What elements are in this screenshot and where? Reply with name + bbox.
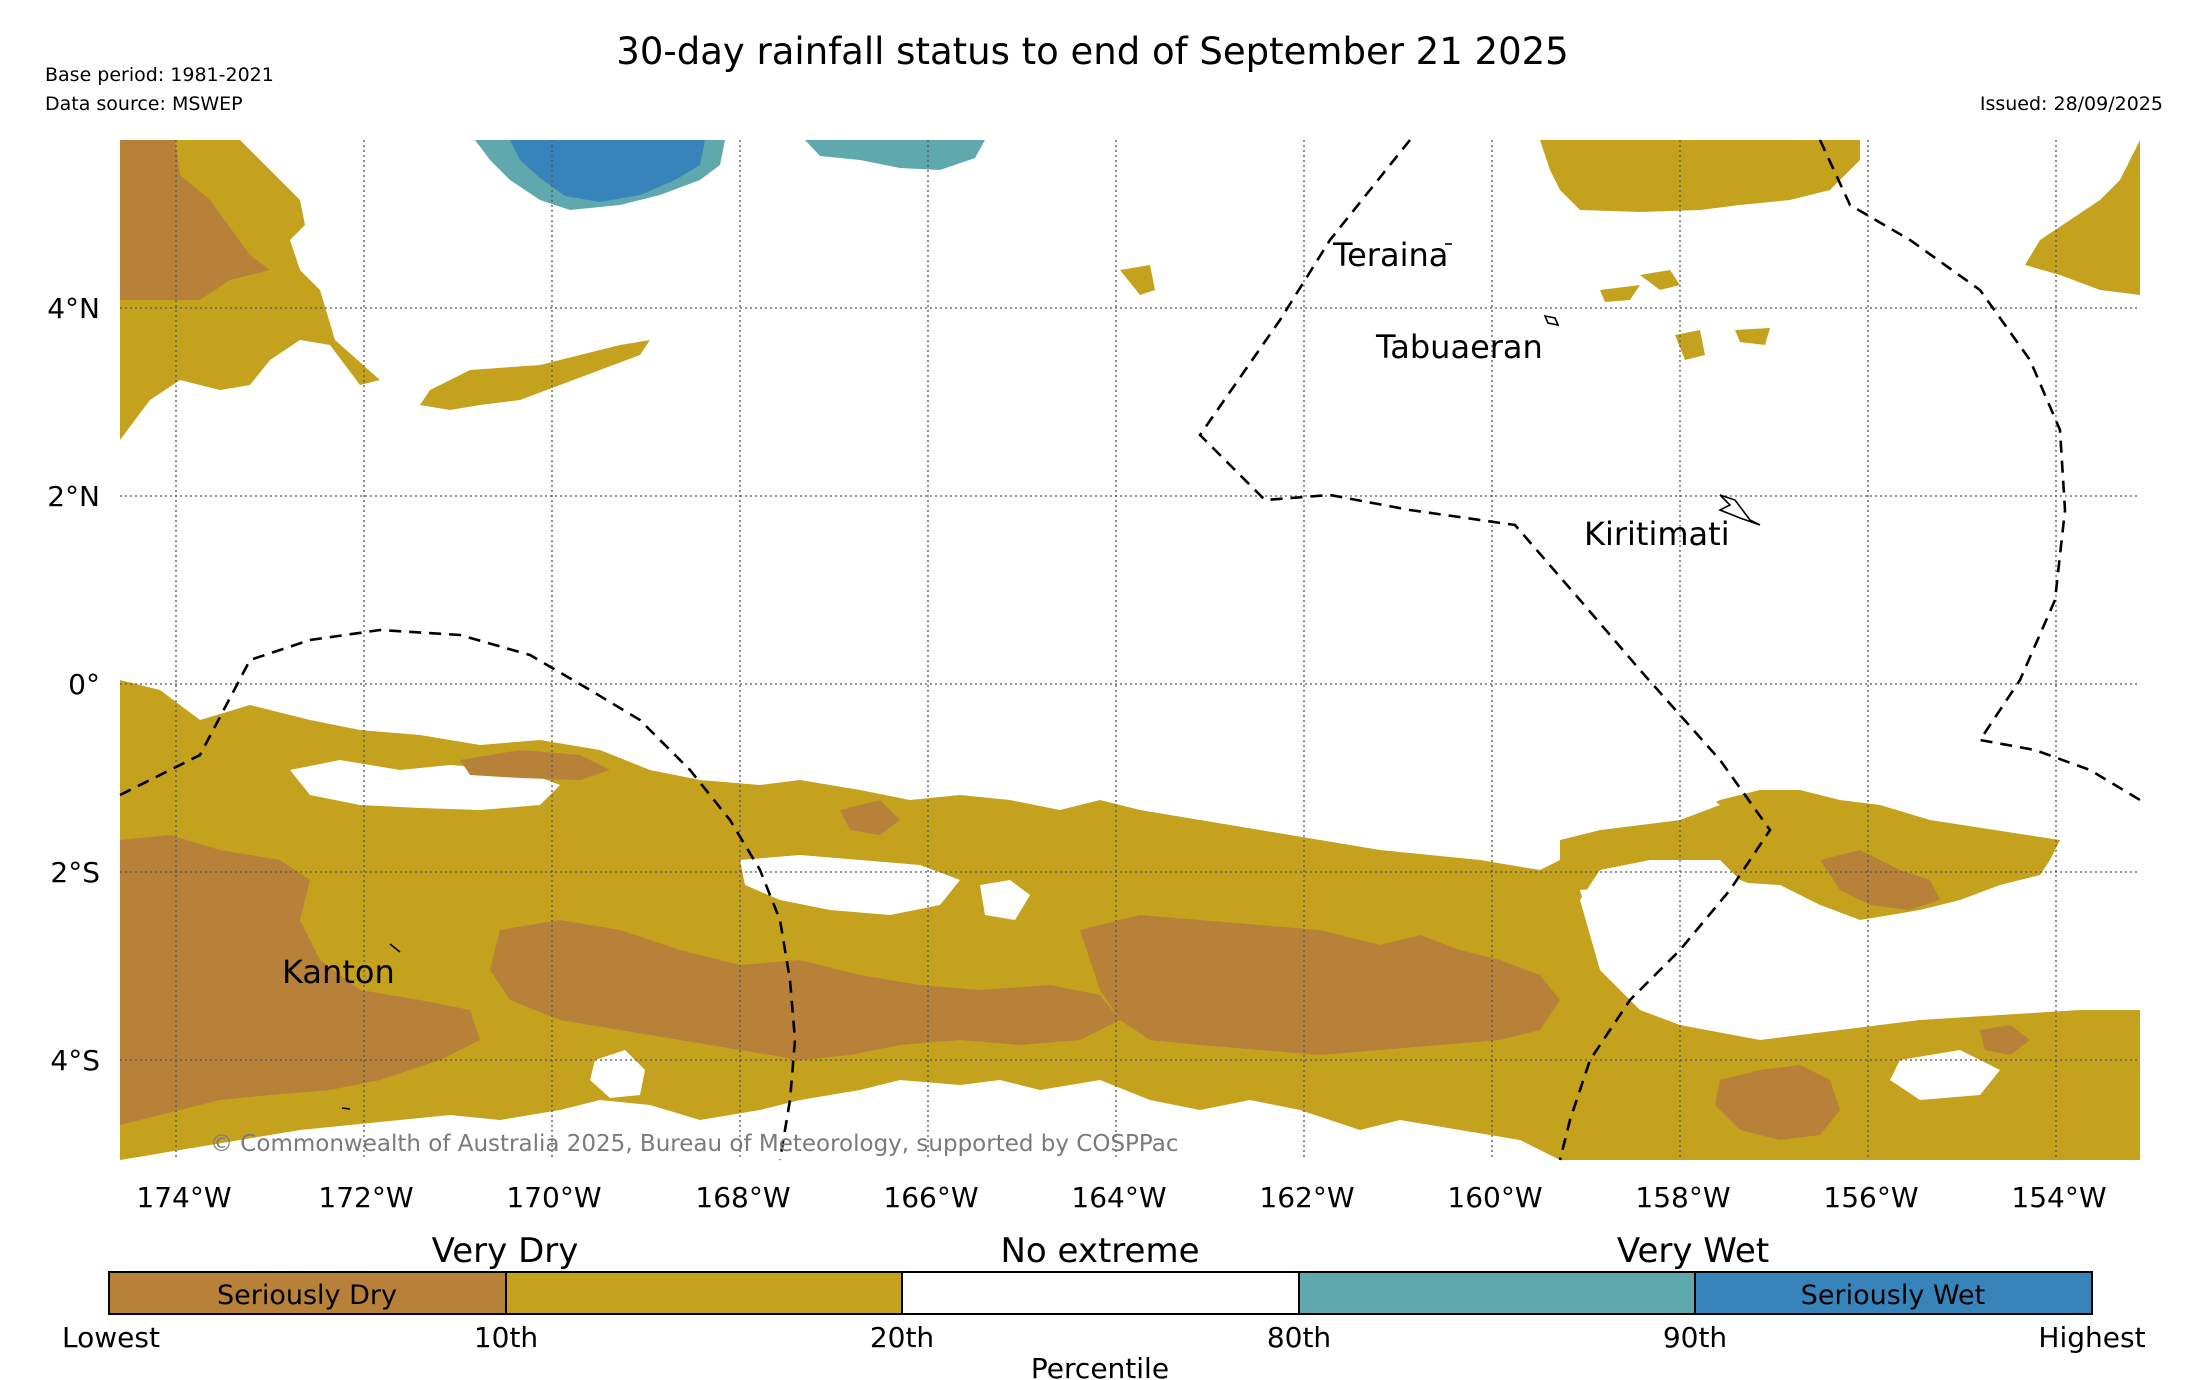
legend-swatch-seriously-dry xyxy=(109,1272,506,1314)
kiritimati-island-outline xyxy=(1718,494,1761,526)
severe-dry-mid-1 xyxy=(490,920,1120,1060)
legend-label-seriously-wet: Seriously Wet xyxy=(1801,1280,1985,1311)
lon-label: 174°W xyxy=(136,1181,231,1214)
legend-label-seriously-dry: Seriously Dry xyxy=(217,1280,397,1311)
lat-label: 0° xyxy=(68,668,100,701)
lon-label: 162°W xyxy=(1259,1181,1354,1214)
eastern-eez xyxy=(1818,139,2141,802)
legend-tick: 90th xyxy=(1663,1321,1727,1354)
no-extreme-hole-3 xyxy=(980,880,1030,920)
dry-small-5 xyxy=(1600,285,1640,302)
data-source-note: Data source: MSWEP xyxy=(45,93,243,115)
dry-small-1 xyxy=(1640,270,1680,290)
lon-label: 160°W xyxy=(1447,1181,1542,1214)
no-extreme-hole-7 xyxy=(1890,1050,2000,1100)
legend-title-very-dry: Very Dry xyxy=(432,1231,579,1271)
lon-label: 158°W xyxy=(1635,1181,1730,1214)
legend-swatch-no-extreme xyxy=(902,1272,1299,1314)
severe-dry-east-1 xyxy=(1820,850,1940,910)
map-title: 30-day rainfall status to end of Septemb… xyxy=(616,30,1569,73)
small-island-outline xyxy=(341,1107,351,1110)
islands xyxy=(341,243,1761,1110)
severe-dry-mid-3 xyxy=(460,750,610,780)
lon-label: 164°W xyxy=(1071,1181,1166,1214)
longitude-labels: 174°W 172°W 170°W 168°W 166°W 164°W 162°… xyxy=(136,1181,2106,1214)
wet-patch-east xyxy=(805,140,985,170)
copyright-notice: © Commonwealth of Australia 2025, Bureau… xyxy=(210,1131,1179,1157)
dry-small-4 xyxy=(1735,328,1770,345)
place-label-tabuaeran: Tabuaeran xyxy=(1375,328,1543,366)
legend-tick: 80th xyxy=(1267,1321,1331,1354)
dry-north-band xyxy=(420,340,650,410)
wet-patch-inner xyxy=(510,140,705,202)
base-period-note: Base period: 1981-2021 xyxy=(45,64,274,86)
lon-label: 172°W xyxy=(318,1181,413,1214)
legend-tick: 20th xyxy=(870,1321,934,1354)
dry-far-northeast xyxy=(2025,140,2140,295)
severe-dry-west xyxy=(120,835,480,1125)
tabuaeran-island-outline xyxy=(1543,314,1560,327)
issued-date: Issued: 28/09/2025 xyxy=(1979,93,2163,115)
lat-label: 2°N xyxy=(47,480,100,513)
legend: Very Dry No extreme Very Wet Seriously D… xyxy=(62,1231,2146,1380)
dry-small-3 xyxy=(1675,330,1705,360)
no-extreme-hole-6 xyxy=(1560,790,1720,840)
no-extreme-hole-4 xyxy=(1580,880,2060,1010)
eez-boundaries xyxy=(119,139,2141,1161)
lon-label: 170°W xyxy=(506,1181,601,1214)
severe-dry-east-2 xyxy=(1715,1065,1840,1140)
severe-dry-east-3 xyxy=(1980,1025,2030,1055)
dry-small-2 xyxy=(1120,265,1155,295)
latitude-labels: 4°N 2°N 0° 2°S 4°S xyxy=(47,292,100,1077)
severe-dry-mid-4 xyxy=(840,800,900,835)
lon-label: 166°W xyxy=(883,1181,978,1214)
lat-label: 4°N xyxy=(47,292,100,325)
no-extreme-hole-5 xyxy=(590,1050,645,1098)
dry-nw-severe xyxy=(120,140,270,300)
legend-tick: 10th xyxy=(474,1321,538,1354)
dry-north-east xyxy=(1540,140,1860,212)
place-label-teraina: Teraina xyxy=(1332,236,1448,274)
phoenix-islands-eez xyxy=(119,628,797,1161)
no-extreme-hole-2 xyxy=(740,855,960,915)
lat-label: 2°S xyxy=(50,856,100,889)
legend-tick: Highest xyxy=(2038,1321,2145,1354)
lon-label: 154°W xyxy=(2011,1181,2106,1214)
graticule xyxy=(120,140,2140,1160)
legend-swatch-seriously-wet xyxy=(1695,1272,2092,1314)
legend-swatch-very-wet xyxy=(1299,1272,1695,1314)
kanton-island-outline xyxy=(389,943,401,953)
rainfall-field xyxy=(120,140,2140,1160)
place-label-kiritimati: Kiritimati xyxy=(1584,515,1730,553)
legend-swatch-very-dry xyxy=(506,1272,902,1314)
lat-label: 4°S xyxy=(50,1044,100,1077)
legend-axis-label: Percentile xyxy=(1031,1352,1169,1380)
severe-dry-mid-2 xyxy=(1080,915,1560,1055)
legend-title-no-extreme: No extreme xyxy=(1000,1231,1199,1271)
lon-label: 168°W xyxy=(695,1181,790,1214)
lon-label: 156°W xyxy=(1823,1181,1918,1214)
legend-tick: Lowest xyxy=(62,1321,160,1354)
legend-title-very-wet: Very Wet xyxy=(1617,1231,1769,1271)
place-label-kanton: Kanton xyxy=(282,953,395,991)
